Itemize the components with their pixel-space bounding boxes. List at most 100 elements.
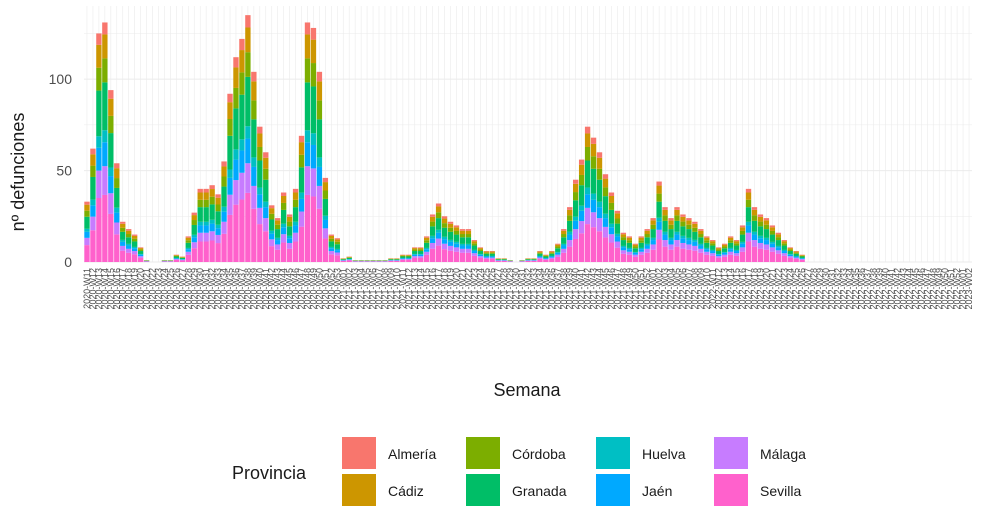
bar-segment [245, 138, 251, 164]
bar-segment [435, 206, 442, 213]
bar-segment [596, 157, 603, 169]
bar-segment [221, 166, 227, 177]
bar-segment [96, 67, 102, 91]
bar-segment [227, 177, 233, 195]
bar-segment [608, 202, 615, 210]
bar-segment [620, 245, 627, 248]
bar-segment [435, 238, 442, 246]
bar-segment [775, 237, 781, 241]
bar-segment [334, 252, 340, 256]
x-tick-label: 2022-W07 [684, 268, 694, 310]
bar-segment [316, 166, 323, 186]
bar-segment [656, 193, 662, 202]
bar-segment [227, 194, 233, 215]
bar-segment [131, 235, 138, 239]
bar-segment [203, 192, 209, 200]
bar-segment [209, 196, 215, 205]
x-tick-label: 2020-W26 [171, 268, 181, 310]
bar-segment [650, 244, 656, 250]
bar-segment [137, 247, 144, 249]
bar-segment [739, 243, 746, 248]
bar-segment [549, 253, 555, 256]
bar-segment [543, 255, 549, 257]
bar-segment [429, 221, 436, 227]
x-tick-label: 2021-W43 [589, 268, 599, 310]
bar-segment [304, 58, 311, 83]
legend-label: Cádiz [388, 483, 424, 499]
bar-segment [239, 38, 245, 51]
bar-segment [114, 207, 120, 213]
bar-segment [739, 230, 746, 235]
bar-segment [632, 248, 638, 252]
bar-segment [751, 246, 758, 262]
x-tick-label: 2022-W32 [833, 268, 843, 310]
bar-segment [525, 259, 531, 260]
bar-segment [489, 251, 495, 252]
bar-segment [459, 243, 466, 246]
bar-segment [459, 248, 466, 253]
bar-segment [435, 245, 442, 262]
bar-segment [179, 259, 186, 260]
bar-segment [280, 192, 287, 196]
x-tick-label: 2022-W08 [690, 268, 700, 310]
bar-segment [555, 248, 561, 252]
x-tick-label: 2022-W09 [696, 268, 706, 310]
bar-segment [626, 251, 632, 255]
x-tick-label: 2021-W28 [499, 268, 509, 310]
bar-segment [721, 243, 728, 245]
x-tick-label: 2020-W37 [237, 268, 247, 310]
bar-segment [120, 231, 126, 240]
bar-segment [584, 224, 591, 262]
bar-segment [102, 34, 108, 59]
bar-segment [441, 223, 448, 228]
bar-segment [620, 250, 627, 254]
bar-segment [704, 236, 710, 238]
bar-segment [763, 240, 770, 245]
bar-segment [364, 261, 370, 262]
bar-segment [799, 258, 805, 260]
bar-segment [292, 241, 299, 262]
bar-segment [733, 249, 740, 252]
x-axis-title: Semana [493, 380, 561, 400]
y-tick-label: 0 [64, 254, 72, 270]
bar-segment [626, 247, 632, 250]
bar-segment [406, 259, 412, 262]
bar-segment [787, 247, 793, 249]
bar-segment [269, 239, 275, 247]
x-tick-label: 2020-W50 [314, 268, 324, 310]
bar-segment [638, 236, 644, 238]
bar-segment [561, 230, 567, 235]
bar-segment [680, 221, 686, 227]
bar-segment [692, 231, 698, 240]
bar-segment [131, 251, 138, 255]
bar-segment [668, 224, 674, 230]
bar-segment [441, 243, 448, 250]
bar-segment [543, 259, 549, 262]
bar-segment [209, 189, 215, 197]
x-tick-label: 2020-W27 [177, 268, 187, 310]
bar-segment [519, 261, 525, 262]
bar-segment [602, 218, 609, 227]
x-tick-label: 2021-W23 [469, 268, 479, 310]
x-tick-label: 2021-W31 [517, 268, 527, 310]
bar-segment [710, 251, 716, 254]
bars [84, 15, 805, 262]
bar-segment [358, 261, 364, 262]
bar-segment [275, 220, 281, 225]
bar-segment [185, 237, 191, 241]
x-tick-label: 2022-W37 [863, 268, 873, 310]
bar-segment [102, 22, 108, 35]
bar-segment [710, 241, 716, 244]
bar-segment [298, 226, 305, 262]
bar-segment [269, 219, 275, 231]
bar-segment [471, 251, 478, 254]
bar-segment [179, 256, 186, 258]
x-tick-label: 2020-W47 [297, 268, 307, 310]
bar-segment [233, 87, 239, 109]
bar-segment [429, 248, 436, 262]
bar-segment [251, 166, 257, 186]
bar-segment [304, 142, 311, 167]
bar-segment [173, 255, 180, 256]
bar-segment [191, 242, 197, 249]
bar-segment [239, 94, 245, 140]
